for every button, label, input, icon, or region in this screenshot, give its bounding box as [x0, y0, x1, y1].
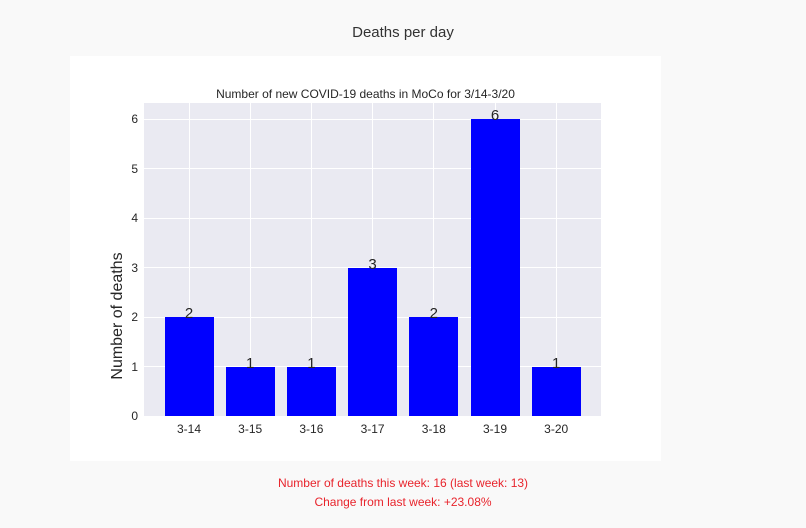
bar-value-label: 2	[184, 305, 194, 322]
weekly-change-summary: Change from last week: +23.08%	[314, 495, 492, 509]
weekly-deaths-summary: Number of deaths this week: 16 (last wee…	[277, 476, 529, 490]
bar-3-14	[164, 317, 214, 416]
y-tick-label: 0	[131, 409, 138, 423]
bar-3-17	[348, 267, 398, 416]
x-tick-label: 3-14	[176, 422, 202, 436]
y-tick-label: 4	[131, 211, 138, 225]
gridline-vertical	[249, 103, 251, 416]
bar-3-15	[225, 366, 275, 416]
chart-title: Number of new COVID-19 deaths in MoCo fo…	[216, 87, 515, 101]
y-tick-label: 3	[131, 260, 138, 275]
x-tick-label: 3-16	[299, 422, 324, 436]
plot-area: 2 1 1 3 2 6 1	[144, 103, 601, 417]
gridline-vertical	[310, 103, 312, 416]
bar-value-label: 1	[307, 354, 316, 372]
x-tick-label: 3-18	[421, 422, 446, 436]
x-tick-label: 3-15	[238, 422, 263, 436]
y-tick-label: 5	[131, 161, 138, 176]
gridline-vertical	[555, 103, 557, 416]
bar-value-label: 1	[246, 354, 255, 372]
bar-value-label: 3	[368, 255, 377, 273]
bar-value-label: 2	[429, 305, 438, 322]
x-tick-label: 3-17	[360, 422, 385, 436]
page-title: Deaths per day	[352, 24, 454, 41]
gridline-vertical	[372, 103, 374, 416]
bar-value-label: 1	[552, 354, 561, 372]
gridline-vertical	[188, 103, 190, 416]
y-tick-label: 2	[131, 310, 138, 324]
bar-value-label: 6	[490, 107, 500, 124]
chart-figure: Number of new COVID-19 deaths in MoCo fo…	[70, 56, 661, 461]
bar-3-18	[409, 317, 459, 416]
x-tick-label: 3-20	[544, 422, 569, 436]
y-tick-label: 6	[131, 112, 138, 126]
gridline-horizontal	[144, 415, 601, 417]
y-tick-label: 1	[131, 359, 138, 374]
bar-3-20	[531, 366, 581, 416]
bar-3-19	[470, 119, 520, 416]
gridline-vertical	[433, 103, 435, 416]
bar-3-16	[286, 366, 336, 416]
x-tick-label: 3-19	[482, 422, 508, 436]
